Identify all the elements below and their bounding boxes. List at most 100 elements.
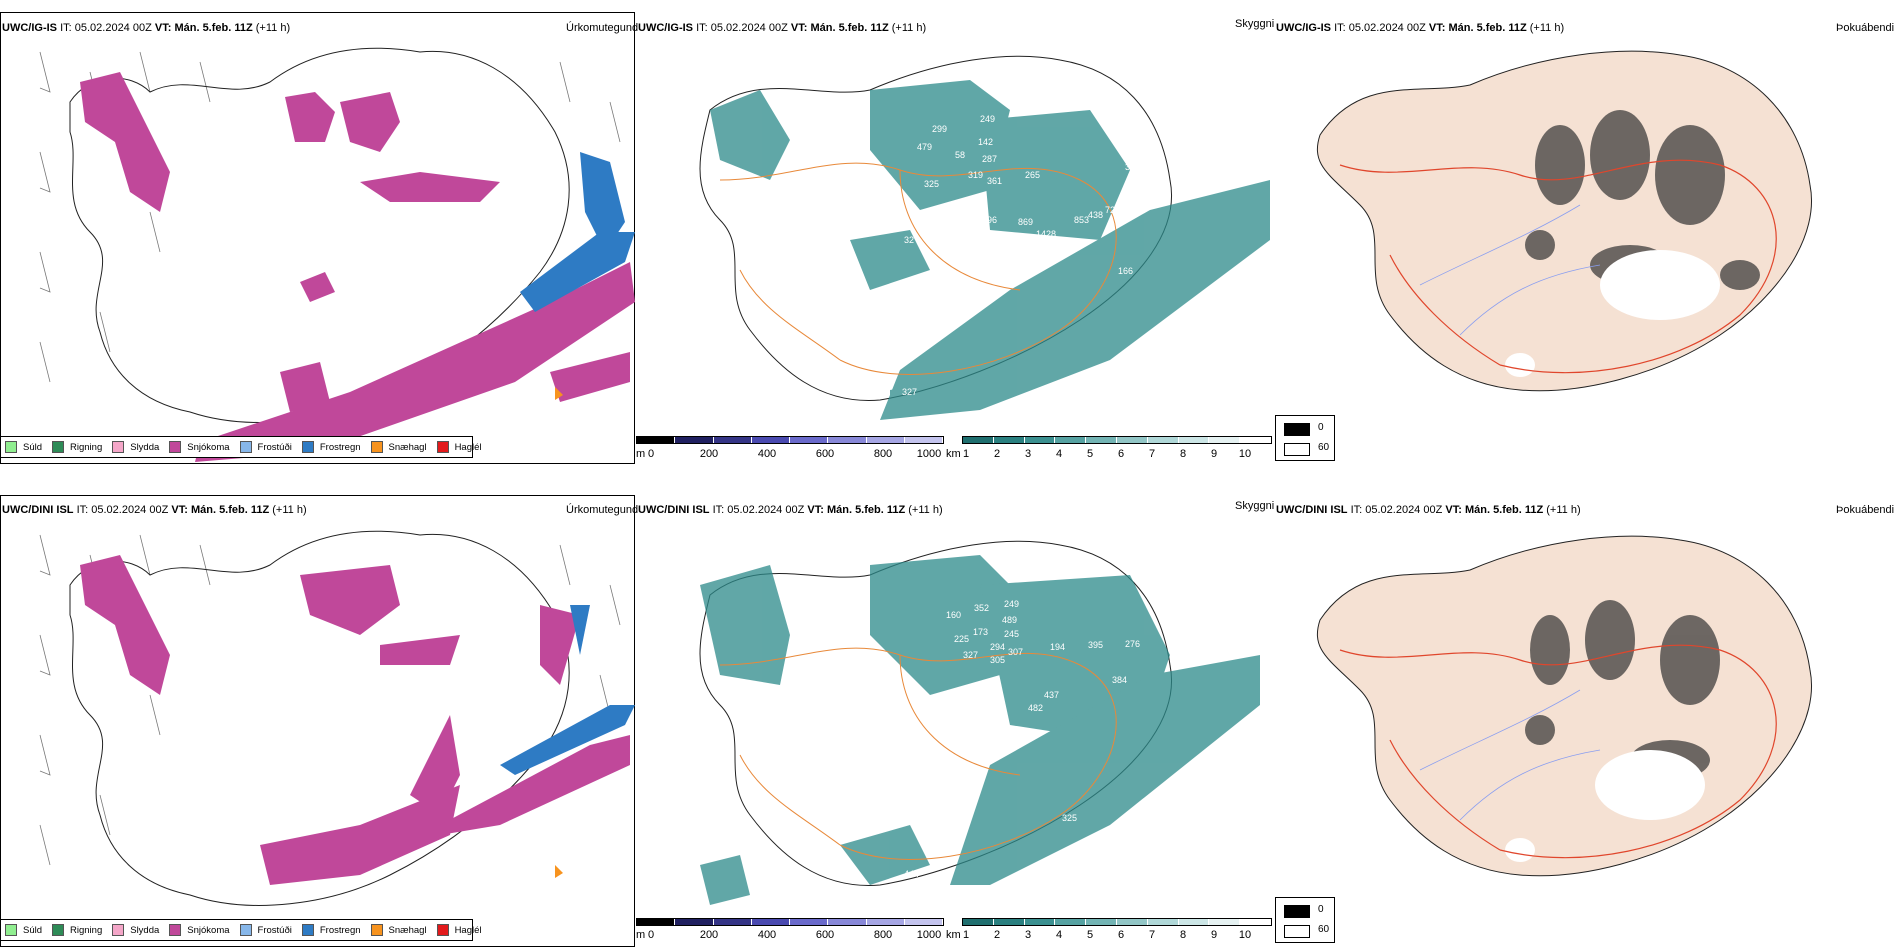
legend-swatch — [239, 924, 252, 936]
height-label: 479 — [917, 142, 932, 152]
legend-item: Snjókoma — [169, 441, 230, 453]
height-label: 846 — [1104, 859, 1119, 869]
visibility-map-svg — [699, 540, 1260, 905]
it-value: 05.02.2024 00Z — [1348, 22, 1426, 34]
legend-swatch — [5, 924, 17, 936]
visibility-unit: km — [946, 448, 961, 460]
panel-title-fog-2: Þokuábendi — [1836, 504, 1895, 516]
legend-item: Snæhagl — [370, 924, 427, 936]
height-label: 32 — [904, 235, 914, 245]
height-label: 988 — [1164, 374, 1179, 384]
roads-red — [1339, 159, 1777, 374]
panel-title-precip-1: Úrkomutegund — [566, 22, 639, 34]
legend-item: Snjókoma — [169, 924, 230, 936]
legend-swatch — [112, 441, 125, 453]
cloud-swatch — [1284, 925, 1310, 938]
legend-swatch — [239, 441, 252, 453]
vt-label: VT: — [154, 22, 172, 34]
height-label: 325 — [1062, 813, 1077, 823]
visibility-tick: 4 — [1055, 929, 1063, 941]
iceland-outline — [69, 47, 570, 423]
elevation-tick: 400 — [757, 448, 777, 460]
height-label: 245 — [1004, 629, 1019, 639]
height-label: 58 — [955, 150, 965, 160]
visibility-tick: 5 — [1086, 448, 1094, 460]
legend-swatch — [169, 924, 182, 936]
model-name: UWC/IG-IS — [1276, 22, 1331, 34]
panel-title-visibility-2: Skyggni — [1235, 500, 1275, 512]
height-label: 770 — [1172, 375, 1187, 385]
height-label: 352 — [974, 603, 989, 613]
it-value: 05.02.2024 00Z — [710, 22, 788, 34]
height-label: 618 — [1174, 650, 1189, 660]
elevation-tick: 800 — [873, 448, 893, 460]
legend-item: Haglél — [436, 441, 482, 453]
visibility-labels-svg: 160 352 249 489 225 173 245 327 294 307 … — [792, 599, 1193, 899]
elevation-unit: m — [636, 929, 646, 941]
it-value: 05.02.2024 00Z — [74, 22, 152, 34]
visibility-colorbar — [962, 436, 1272, 444]
cloud-legend-value: 60 — [1318, 924, 1330, 935]
visibility-tick: 8 — [1179, 929, 1187, 941]
elevation-colorbar — [636, 918, 944, 926]
model-name: UWC/DINI ISL — [2, 504, 74, 516]
height-label: 384 — [1112, 675, 1127, 685]
fog-light-areas — [1505, 750, 1705, 862]
legend-swatch — [301, 441, 314, 453]
legend-item: Súld — [5, 441, 42, 453]
height-label: 1428 — [1036, 229, 1056, 239]
it-label: IT: — [76, 504, 89, 516]
height-label: 853 — [1074, 215, 1089, 225]
vt-label: VT: — [171, 504, 188, 516]
precip-type-map-2: Súld Rigning Slydda Snjókoma Frostúði Fr… — [0, 495, 635, 947]
legend-item: Frostregn — [301, 441, 361, 453]
legend-item: Frostregn — [301, 924, 361, 936]
height-label: 294 — [990, 642, 1005, 652]
visibility-tick: 9 — [1210, 929, 1218, 941]
vt-value: Mán. 5.feb. 11Z — [1464, 504, 1544, 516]
legend-swatch — [370, 924, 383, 936]
elevation-tick: 0 — [647, 929, 655, 941]
map-frame — [0, 495, 635, 947]
elevation-tick: 1000 — [916, 448, 942, 460]
roads — [719, 647, 1117, 860]
lead-time: (+11 h) — [272, 504, 307, 516]
wind-barbs — [39, 51, 621, 383]
vt-value: Mán. 5.feb. 11Z — [1448, 22, 1527, 34]
lead-time: (+11 h) — [1546, 504, 1581, 516]
legend-swatch — [5, 441, 17, 453]
visibility-tick: 6 — [1117, 929, 1125, 941]
cloud-legend: 0 60 — [1275, 897, 1335, 943]
legend-item: Súld — [5, 924, 42, 936]
cloud-legend-value: 60 — [1318, 442, 1330, 453]
roads — [719, 162, 1117, 375]
height-label: 249 — [980, 114, 995, 124]
snow-pellets-area — [555, 865, 563, 878]
roads-red — [1339, 644, 1777, 859]
height-label: 287 — [982, 154, 997, 164]
it-value: 05.02.2024 00Z — [91, 504, 169, 516]
legend-swatch — [52, 924, 65, 936]
elevation-tick: 800 — [873, 929, 893, 941]
legend-swatch — [301, 924, 314, 936]
precip-map-svg — [39, 530, 635, 906]
it-label: IT: — [1334, 22, 1346, 34]
fog-map-2 — [1300, 520, 1860, 910]
fog-map-svg — [1316, 535, 1812, 877]
legend-label: Haglél — [454, 924, 482, 936]
height-label: 437 — [1044, 690, 1059, 700]
legend-item: Frostúði — [239, 441, 292, 453]
height-label: 158 — [1174, 634, 1189, 644]
legend-label: Frostregn — [319, 441, 361, 453]
vt-label: VT: — [807, 504, 824, 516]
height-label: 276 — [1125, 639, 1140, 649]
legend-label: Snjókoma — [187, 441, 230, 453]
legend-item: Slydda — [112, 441, 159, 453]
elevation-tick: 1000 — [916, 929, 942, 941]
cloud-swatch — [1284, 905, 1310, 918]
visibility-tick: 4 — [1055, 448, 1063, 460]
panel-header-fog-1: UWC/IG-IS IT: 05.02.2024 00Z VT: Mán. 5.… — [1276, 22, 1564, 34]
visibility-map-2: 160 352 249 489 225 173 245 327 294 307 … — [640, 515, 1270, 915]
visibility-tick: 8 — [1179, 448, 1187, 460]
visibility-tick: 7 — [1148, 929, 1156, 941]
